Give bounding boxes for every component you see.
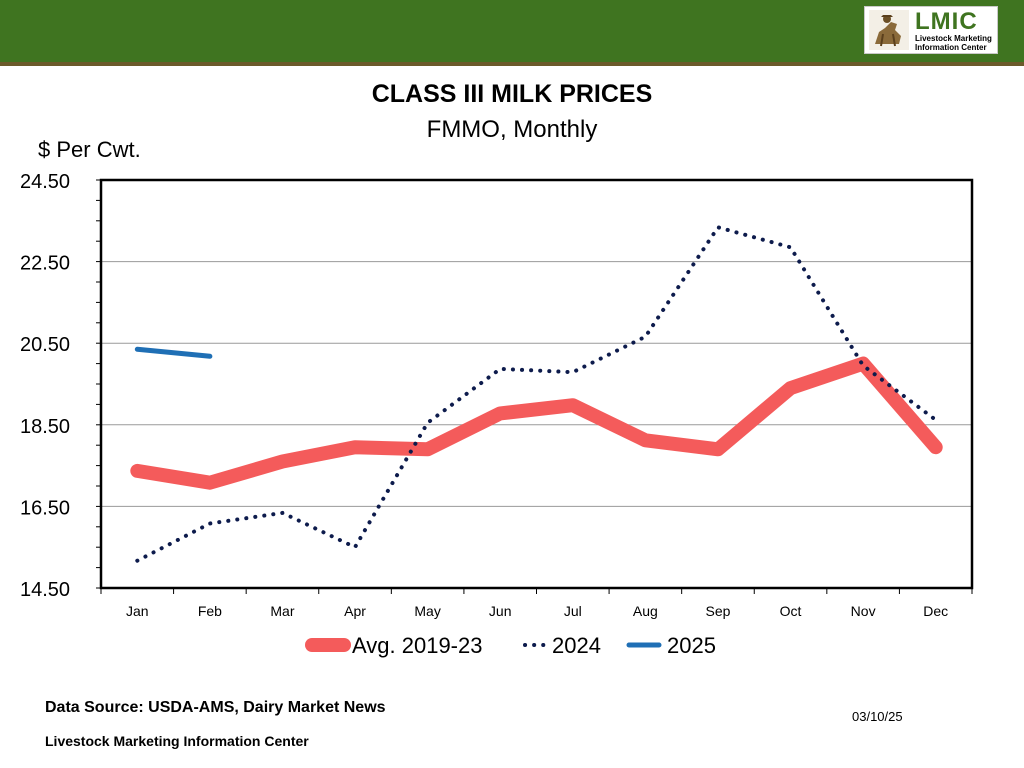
legend-label: 2024 [552, 633, 601, 658]
y-axis-label: $ Per Cwt. [38, 137, 141, 162]
organization-name: Livestock Marketing Information Center [45, 733, 309, 749]
y-tick-label: 14.50 [20, 579, 70, 601]
x-tick-label: Oct [780, 603, 802, 619]
series-line-avg-2019-23 [130, 356, 943, 490]
x-tick-label: Jan [126, 603, 149, 619]
cowboy-horse-icon [869, 10, 909, 50]
y-tick-label: 20.50 [20, 334, 70, 356]
header-rule [0, 62, 1024, 66]
x-tick-label: Mar [270, 603, 294, 619]
y-tick-label: 24.50 [20, 171, 70, 193]
legend-label: 2025 [667, 633, 716, 658]
data-source: Data Source: USDA-AMS, Dairy Market News [45, 699, 386, 716]
y-tick-label: 18.50 [20, 416, 70, 438]
legend-label: Avg. 2019-23 [352, 633, 482, 658]
logo-title: LMIC [915, 8, 978, 35]
header-bar [0, 0, 1024, 62]
x-tick-label: Feb [198, 603, 222, 619]
plot-area [99, 178, 974, 590]
chart-subtitle: FMMO, Monthly [426, 116, 598, 143]
x-tick-label: May [414, 603, 440, 619]
x-tick-label: Jul [564, 603, 582, 619]
logo-subtitle: Livestock Marketing Information Center [915, 34, 992, 52]
x-tick-label: Dec [923, 603, 948, 619]
lmic-logo: LMIC Livestock Marketing Information Cen… [864, 6, 998, 54]
report-date: 03/10/25 [852, 709, 903, 724]
x-tick-label: Apr [344, 603, 366, 619]
y-tick-label: 22.50 [20, 253, 70, 275]
x-tick-label: Nov [851, 603, 876, 619]
series-line-2025 [134, 346, 213, 359]
x-tick-label: Jun [489, 603, 512, 619]
chart-title: CLASS III MILK PRICES [371, 80, 653, 108]
x-tick-label: Aug [633, 603, 658, 619]
x-tick-label: Sep [705, 603, 730, 619]
series-line-2024 [135, 225, 938, 563]
y-tick-label: 16.50 [20, 497, 70, 519]
